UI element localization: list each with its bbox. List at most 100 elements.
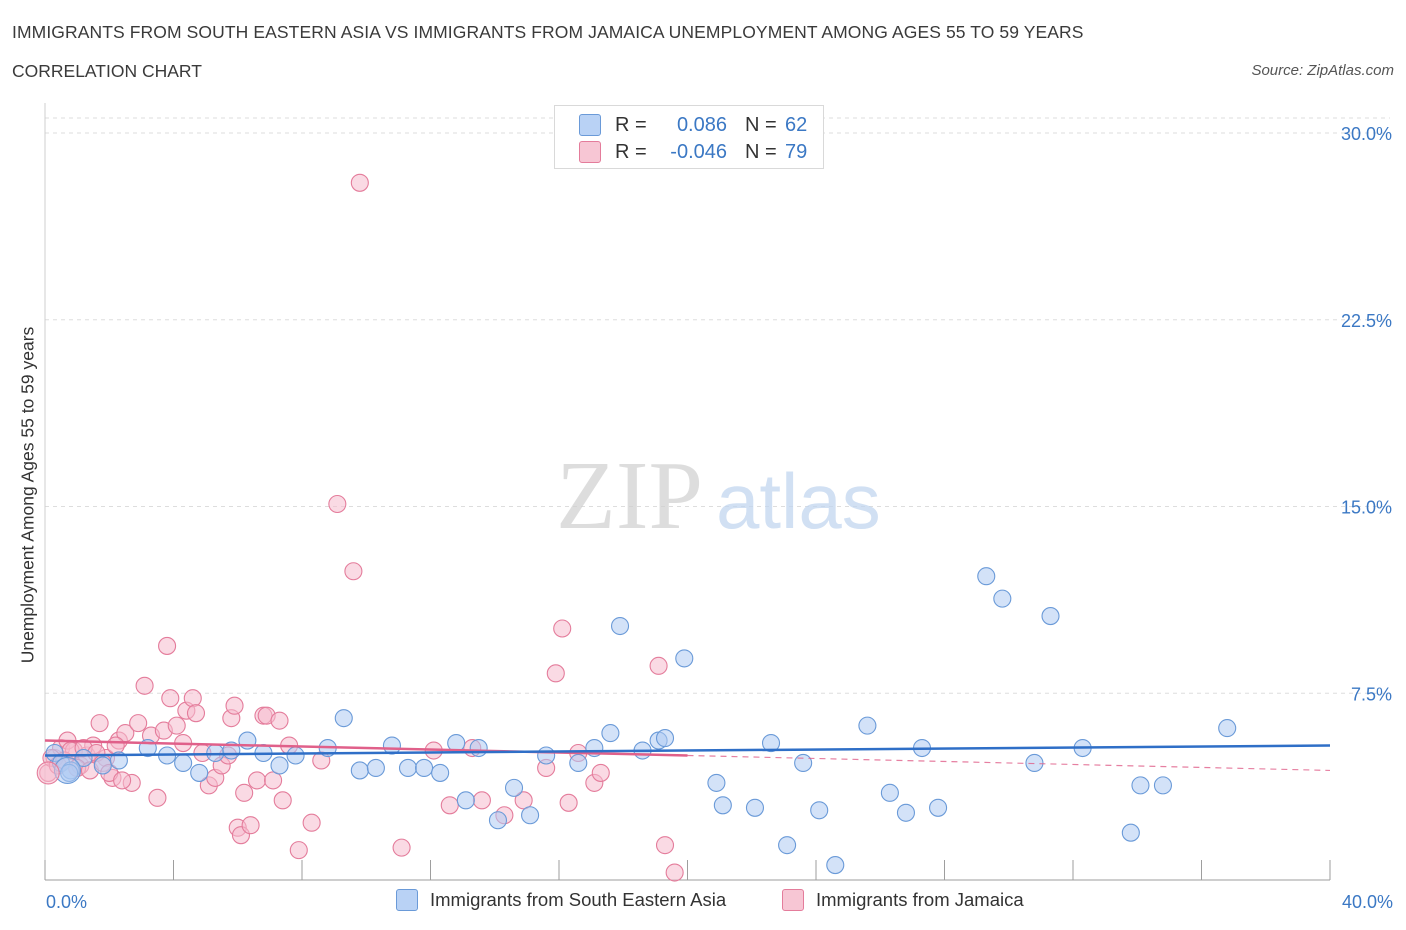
point-south-eastern-asia xyxy=(537,746,556,765)
point-south-eastern-asia xyxy=(675,649,694,668)
point-south-eastern-asia xyxy=(745,798,765,817)
point-jamaica xyxy=(129,714,148,733)
point-jamaica xyxy=(225,696,244,715)
series-legend: Immigrants from South Eastern Asia Immig… xyxy=(0,889,1406,915)
point-jamaica xyxy=(36,761,60,785)
legend-n-value: 79 xyxy=(785,140,808,163)
legend-item-south-eastern-asia[interactable]: Immigrants from South Eastern Asia xyxy=(396,889,726,911)
point-jamaica xyxy=(106,736,125,755)
point-south-eastern-asia xyxy=(778,836,797,855)
y-tick-label: 15.0% xyxy=(1341,498,1392,518)
point-jamaica xyxy=(273,791,292,810)
point-south-eastern-asia xyxy=(977,567,996,586)
point-jamaica xyxy=(649,656,668,675)
point-south-eastern-asia xyxy=(826,856,845,875)
point-south-eastern-asia xyxy=(286,746,305,765)
tick-labels: 7.5% 15.0% 22.5% 30.0% 0.0% 40.0% xyxy=(46,124,1393,912)
grid-lines xyxy=(45,117,1390,694)
legend-swatch-pink xyxy=(782,889,804,911)
legend-n-label: N = xyxy=(745,140,777,163)
point-jamaica xyxy=(440,796,459,815)
point-south-eastern-asia xyxy=(655,729,675,748)
point-south-eastern-asia xyxy=(1041,607,1060,626)
point-south-eastern-asia xyxy=(713,796,732,815)
point-jamaica xyxy=(591,763,610,782)
x-tick-label: 0.0% xyxy=(46,892,87,912)
trend-lines xyxy=(44,739,1331,772)
point-jamaica xyxy=(392,838,411,857)
point-south-eastern-asia xyxy=(398,758,418,778)
point-south-eastern-asia xyxy=(794,753,813,773)
chart-subtitle: CORRELATION CHART xyxy=(12,61,202,81)
legend-n-value: 62 xyxy=(785,113,808,136)
chart-source: Source: ZipAtlas.com xyxy=(1251,62,1394,79)
point-south-eastern-asia xyxy=(74,748,93,768)
point-jamaica xyxy=(135,676,154,695)
legend-swatch-blue xyxy=(579,114,601,136)
point-jamaica xyxy=(289,841,308,860)
legend-swatch-blue xyxy=(396,889,418,911)
point-south-eastern-asia xyxy=(190,763,209,782)
point-south-eastern-asia xyxy=(1131,776,1150,795)
point-jamaica xyxy=(186,704,206,723)
legend-n-label: N = xyxy=(745,113,777,136)
data-points xyxy=(36,173,1237,882)
point-south-eastern-asia xyxy=(488,811,508,830)
point-south-eastern-asia xyxy=(382,736,402,755)
x-tick-label: 40.0% xyxy=(1342,892,1393,912)
point-south-eastern-asia xyxy=(610,616,630,636)
point-south-eastern-asia xyxy=(350,761,369,780)
point-south-eastern-asia xyxy=(174,753,193,773)
y-tick-label: 7.5% xyxy=(1351,684,1392,704)
point-south-eastern-asia xyxy=(469,738,488,758)
axes xyxy=(44,103,1331,881)
point-south-eastern-asia xyxy=(858,716,877,735)
point-jamaica xyxy=(559,793,578,812)
y-tick-label: 22.5% xyxy=(1341,311,1392,331)
point-jamaica xyxy=(247,771,267,790)
point-jamaica xyxy=(665,863,684,882)
point-south-eastern-asia xyxy=(415,758,434,778)
point-jamaica xyxy=(235,783,254,802)
point-south-eastern-asia xyxy=(896,803,916,822)
point-jamaica xyxy=(546,664,565,683)
point-jamaica xyxy=(161,689,180,708)
point-south-eastern-asia xyxy=(569,753,588,773)
legend-row-blue: R = 0.086 N = 62 xyxy=(579,113,807,137)
point-jamaica xyxy=(183,689,202,708)
point-jamaica xyxy=(514,791,533,810)
point-south-eastern-asia xyxy=(707,773,726,792)
point-jamaica xyxy=(158,636,177,655)
legend-label: Immigrants from Jamaica xyxy=(816,889,1024,910)
point-jamaica xyxy=(241,816,260,835)
point-jamaica xyxy=(270,711,289,730)
point-south-eastern-asia xyxy=(929,798,948,817)
point-jamaica xyxy=(167,716,186,735)
trend-line-south-eastern-asia xyxy=(44,744,1331,757)
legend-r-label: R = xyxy=(615,140,647,163)
correlation-legend: R = 0.086 N = 62 R = -0.046 N = 79 xyxy=(554,105,824,169)
legend-r-value: -0.046 xyxy=(670,140,727,163)
legend-r-label: R = xyxy=(615,113,647,136)
trend-line-jamaica xyxy=(44,739,688,757)
point-south-eastern-asia xyxy=(456,791,475,810)
point-south-eastern-asia xyxy=(521,806,540,825)
legend-item-jamaica[interactable]: Immigrants from Jamaica xyxy=(782,889,1024,911)
point-jamaica xyxy=(148,788,167,807)
point-jamaica xyxy=(302,813,321,832)
legend-label: Immigrants from South Eastern Asia xyxy=(430,889,727,910)
point-south-eastern-asia xyxy=(1153,776,1172,795)
point-south-eastern-asia xyxy=(504,778,524,797)
point-south-eastern-asia xyxy=(431,763,450,782)
point-jamaica xyxy=(264,771,283,790)
y-axis-label: Unemployment Among Ages 55 to 59 years xyxy=(17,326,38,664)
point-jamaica xyxy=(328,494,347,514)
watermark-zip: ZIP xyxy=(556,442,703,550)
point-jamaica xyxy=(350,173,369,192)
point-jamaica xyxy=(472,791,491,810)
point-south-eastern-asia xyxy=(334,709,353,728)
point-south-eastern-asia xyxy=(1218,719,1237,738)
point-jamaica xyxy=(553,619,572,638)
point-south-eastern-asia xyxy=(761,733,781,753)
